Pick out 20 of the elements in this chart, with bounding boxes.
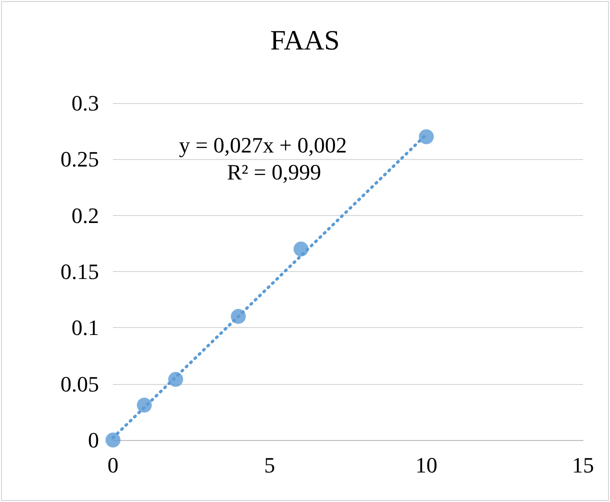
y-tick-label: 0.2 — [72, 202, 99, 228]
y-tick-label: 0.3 — [72, 90, 99, 116]
y-tick-label: 0.25 — [60, 146, 99, 172]
x-tick-label: 0 — [108, 452, 118, 478]
x-tick-label: 10 — [415, 452, 438, 478]
y-tick-label: 0.1 — [72, 315, 99, 340]
point — [168, 372, 184, 387]
point — [136, 398, 152, 413]
chart-title: FAAS — [270, 26, 340, 56]
y-tick-label: 0.05 — [60, 371, 99, 396]
y-tick-label: 0.15 — [60, 259, 99, 284]
point — [230, 308, 246, 324]
point — [418, 129, 434, 144]
point — [294, 242, 308, 257]
point — [106, 432, 120, 448]
annotation: y = 0,027x + 0,002 — [179, 132, 347, 158]
y-tick-label: 0 — [88, 428, 99, 452]
annotation: R² = 0,999 — [227, 160, 322, 184]
x-tick-label: 5 — [264, 452, 276, 478]
x-tick-label: 15 — [572, 452, 594, 478]
